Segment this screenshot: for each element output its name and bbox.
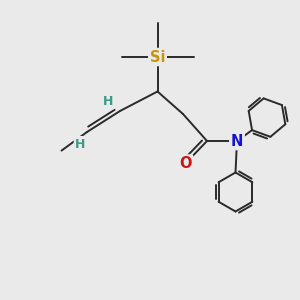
Text: O: O xyxy=(179,156,192,171)
Text: H: H xyxy=(75,137,85,151)
Text: H: H xyxy=(103,95,113,108)
Text: Si: Si xyxy=(150,50,165,64)
Text: N: N xyxy=(231,134,243,148)
